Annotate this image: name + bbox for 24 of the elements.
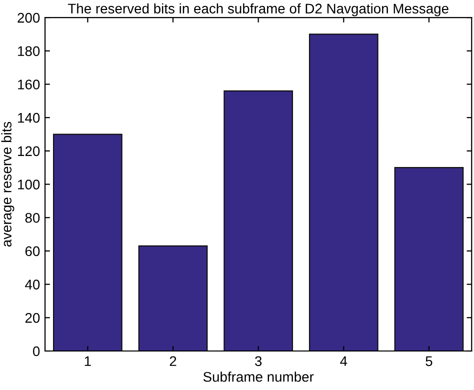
x-tick-label: 4 [340, 356, 348, 366]
y-tick-label: 120 [18, 146, 40, 156]
bar [394, 167, 464, 351]
y-tick-label: 60 [25, 246, 40, 256]
y-tick-label: 140 [18, 112, 40, 123]
y-tick-label: 100 [18, 180, 40, 190]
y-tick-label: 20 [25, 312, 40, 323]
x-tick-label: 1 [84, 356, 91, 366]
x-tick-label: 5 [426, 356, 432, 366]
y-tick-label: 180 [18, 46, 40, 56]
bar [308, 34, 378, 351]
bar [53, 134, 122, 351]
y-tick-label: 200 [18, 12, 40, 23]
bar [224, 90, 294, 351]
bar [138, 245, 208, 351]
y-tick-label: 0 [32, 346, 40, 356]
chart-title: The reserved bits in each subframe of D2 Navgation Message [68, 3, 448, 16]
x-tick-label: 3 [255, 356, 262, 366]
y-tick-label: 160 [18, 80, 40, 90]
x-tick-label: 2 [170, 356, 176, 366]
x-axis-title: Subframe number [203, 372, 314, 382]
y-tick-label: 40 [25, 280, 40, 290]
y-axis-title: average reserve bits [1, 122, 14, 247]
y-tick-label: 80 [25, 212, 40, 223]
